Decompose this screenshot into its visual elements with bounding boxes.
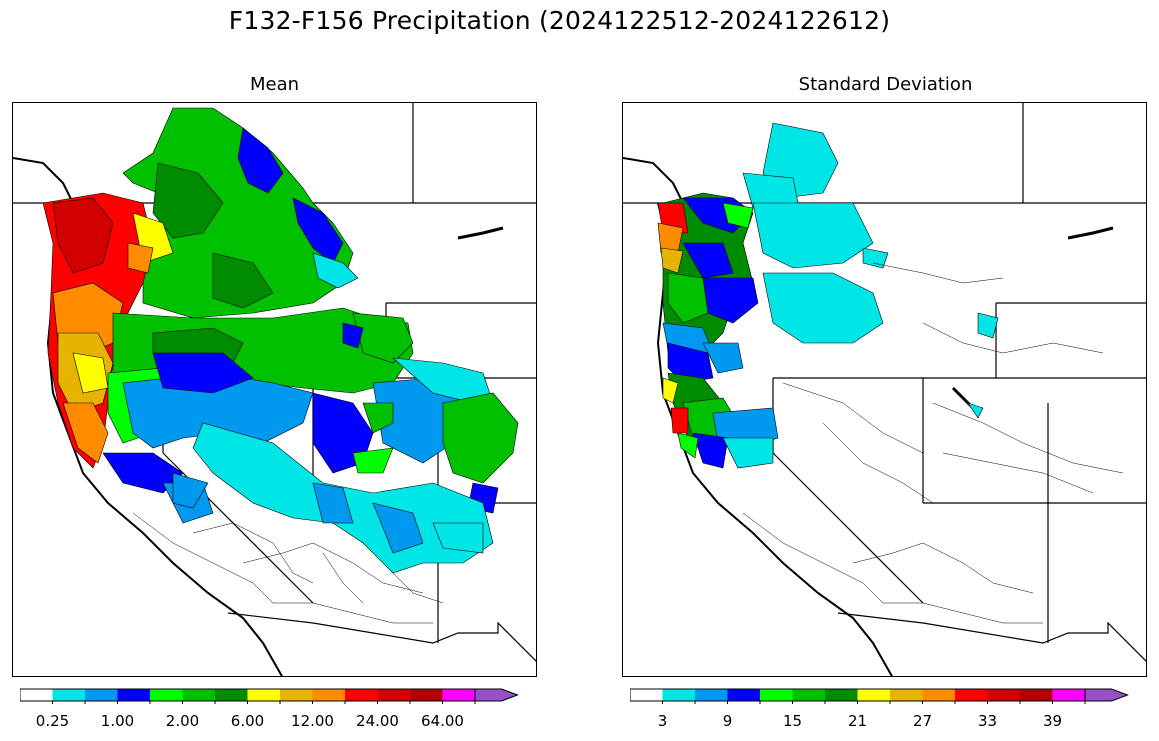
mean-colorbar-segment	[410, 689, 443, 701]
lake	[1067, 226, 1114, 240]
mean-colorbar-segment	[215, 689, 248, 701]
std-colorbar-extend-arrow	[1084, 688, 1129, 702]
std-colorbar-segment	[662, 689, 695, 701]
std-colorbar-segment	[987, 689, 1020, 701]
std-map-svg	[623, 103, 1146, 676]
mean-colorbar-label: 64.00	[421, 712, 464, 730]
std-colorbar-segment	[792, 689, 825, 701]
basin-outlines	[132, 512, 444, 624]
basin-outlines	[742, 262, 1124, 624]
std-colorbar-label: 15	[782, 712, 803, 730]
std-panel-title: Standard Deviation	[798, 74, 973, 95]
std-colorbar	[630, 688, 1129, 704]
std-colorbar-label: 3	[657, 712, 668, 730]
std-colorbar-label: 39	[1042, 712, 1063, 730]
std-colorbar-segment	[1020, 689, 1053, 701]
std-colorbar-segment	[1052, 689, 1085, 701]
mean-colorbar-segment	[85, 689, 118, 701]
std-colorbar-label: 21	[847, 712, 868, 730]
mean-colorbar	[20, 688, 519, 704]
mean-colorbar-label: 1.00	[100, 712, 135, 730]
mean-colorbar-label: 2.00	[165, 712, 200, 730]
pacific-coastline	[656, 202, 894, 676]
mean-colorbar-segment	[442, 689, 475, 701]
std-precip-regions	[657, 122, 999, 469]
mean-colorbar-segment	[117, 689, 150, 701]
mean-colorbar-label: 0.25	[35, 712, 70, 730]
std-colorbar-label: 9	[722, 712, 733, 730]
mean-panel-title: Mean	[249, 74, 300, 95]
mean-colorbar-label: 24.00	[356, 712, 399, 730]
figure-title: F132-F156 Precipitation (2024122512-2024…	[228, 6, 891, 35]
mean-colorbar-segment	[280, 689, 313, 701]
mean-colorbar-segment	[377, 689, 410, 701]
mean-colorbar-label: 12.00	[291, 712, 334, 730]
std-colorbar-segment	[857, 689, 890, 701]
std-colorbar-segment	[695, 689, 728, 701]
std-colorbar-segment	[890, 689, 923, 701]
mean-colorbar-segment	[247, 689, 280, 701]
mean-colorbar-segment	[345, 689, 378, 701]
mean-colorbar-label: 6.00	[230, 712, 265, 730]
mean-precip-regions	[42, 107, 519, 574]
std-colorbar-labels: 3 9 15 21 27 33 39	[630, 712, 1159, 732]
std-colorbar-label: 27	[912, 712, 933, 730]
mean-colorbar-labels: 0.25 1.00 2.00 6.00 12.00 24.00 64.00	[20, 712, 560, 732]
state-borders	[623, 103, 1146, 662]
puget-coastline	[13, 157, 74, 204]
mean-colorbar-extend-arrow	[474, 688, 519, 702]
mean-colorbar-segment	[150, 689, 183, 701]
mean-colorbar-segment	[312, 689, 345, 701]
std-colorbar-segment	[825, 689, 858, 701]
std-colorbar-label: 33	[977, 712, 998, 730]
std-map	[622, 102, 1147, 677]
std-colorbar-segment	[630, 689, 663, 701]
std-colorbar-segment	[760, 689, 793, 701]
mean-colorbar-segment	[20, 689, 53, 701]
std-colorbar-segment	[955, 689, 988, 701]
lake	[457, 226, 504, 240]
mean-colorbar-segment	[52, 689, 85, 701]
mean-map-svg	[13, 103, 536, 676]
puget-coastline	[623, 157, 684, 204]
mean-map	[12, 102, 537, 677]
std-colorbar-segment	[727, 689, 760, 701]
std-colorbar-segment	[922, 689, 955, 701]
mean-colorbar-segment	[182, 689, 215, 701]
